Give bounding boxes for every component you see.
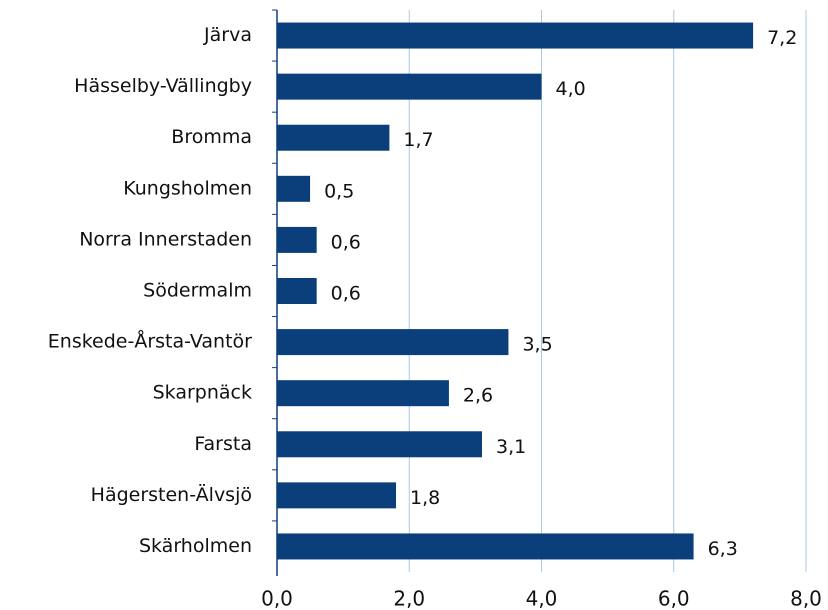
value-label: 0,5 [324, 180, 354, 202]
bar [277, 278, 317, 304]
y-tick-label: Bromma [171, 126, 252, 148]
y-tick-label: Kungsholmen [123, 177, 252, 199]
bar [277, 329, 509, 356]
y-tick-label: Hässelby-Vällingby [74, 75, 252, 97]
value-label: 6,3 [708, 538, 738, 560]
y-tick-label: Hägersten-Älvsjö [91, 483, 252, 506]
bar [277, 431, 482, 458]
y-tick-label: Skarpnäck [153, 382, 252, 404]
bar [277, 226, 317, 253]
bar [277, 482, 397, 509]
y-tick-label: Skärholmen [139, 535, 252, 557]
value-label: 1,7 [403, 129, 433, 151]
value-label: 0,6 [331, 231, 361, 253]
value-label: 4,0 [556, 78, 586, 100]
x-tick-label: 2,0 [393, 587, 425, 610]
value-label: 3,5 [522, 334, 552, 356]
x-tick-label: 8,0 [790, 587, 822, 610]
bar [277, 533, 694, 560]
bar [277, 380, 449, 407]
y-tick-label: Enskede-Årsta-Vantör [48, 330, 252, 353]
value-label: 1,8 [410, 487, 440, 509]
value-label: 3,1 [496, 436, 526, 458]
bar [277, 73, 542, 100]
y-tick-label: Järva [203, 24, 252, 46]
y-tick-label: Farsta [194, 433, 252, 455]
bar [277, 124, 390, 151]
y-tick-label: Södermalm [143, 280, 252, 302]
value-label: 0,6 [331, 283, 361, 305]
x-tick-label: 4,0 [526, 587, 558, 610]
bar [277, 175, 311, 202]
bar [277, 22, 754, 49]
value-label: 7,2 [767, 27, 797, 49]
x-tick-label: 0,0 [261, 587, 293, 610]
value-label: 2,6 [463, 385, 493, 407]
x-tick-label: 6,0 [658, 587, 690, 610]
y-tick-label: Norra Innerstaden [79, 228, 252, 250]
